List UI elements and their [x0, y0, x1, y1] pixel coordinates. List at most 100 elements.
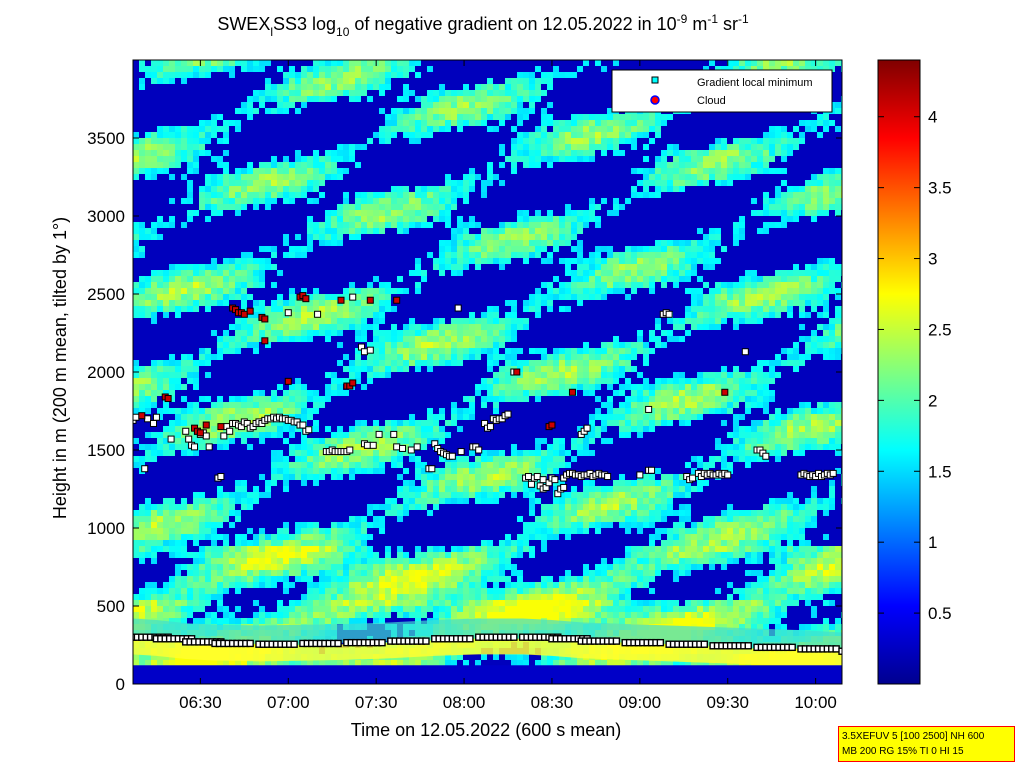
gradient-minimum-marker	[399, 444, 407, 452]
gradient-minimum-marker	[539, 476, 547, 484]
x-tick-label: 09:30	[706, 693, 749, 712]
cloud-marker	[284, 377, 292, 385]
gradient-minimum-marker	[141, 465, 149, 473]
y-tick-label: 2500	[87, 285, 125, 304]
cloud-marker	[240, 310, 248, 318]
y-tick-label: 1500	[87, 441, 125, 460]
gradient-minimum-marker	[645, 405, 653, 413]
legend-cloud-label: Cloud	[697, 95, 726, 107]
gradient-minimum-marker	[363, 441, 371, 449]
colorbar-tick-label: 1.5	[928, 462, 952, 481]
gradient-minimum-marker	[551, 476, 559, 484]
gradient-minimum-marker	[475, 446, 483, 454]
surface-minimum-marker	[832, 645, 840, 653]
info-line-2: MB 200 RG 15% TI 0 HI 15	[842, 746, 964, 757]
cloud-marker	[513, 368, 521, 376]
colorbar-tick-label: 0.5	[928, 604, 952, 623]
gradient-minimum-marker	[724, 471, 732, 479]
gradient-minimum-marker	[366, 346, 374, 354]
x-tick-label: 07:30	[355, 693, 398, 712]
chart-title: SWEXlSS3 log10 of negative gradient on 1…	[217, 12, 749, 39]
y-axis: 0 500 1000 1500 2000 2500 3000 3500	[87, 129, 842, 694]
gradient-minimum-marker	[182, 427, 190, 435]
surface-minimum-marker	[612, 637, 621, 645]
cloud-marker	[337, 296, 345, 304]
surface-minimum-marker	[788, 643, 796, 652]
legend-min-marker	[651, 76, 659, 84]
surface-minimum-marker	[700, 640, 709, 648]
gradient-minimum-marker	[454, 304, 462, 312]
cloud-marker	[261, 337, 269, 345]
gradient-minimum-marker	[375, 430, 383, 438]
colorbar-tick-label: 4	[928, 108, 937, 127]
surface-minimum-marker	[290, 640, 298, 648]
gradient-minimum-marker	[583, 424, 591, 432]
surface-minimum-marker	[422, 637, 430, 645]
x-axis-label: Time on 12.05.2022 (600 s mean)	[351, 720, 622, 740]
cloud-marker	[138, 412, 146, 420]
x-tick-label: 10:00	[794, 693, 837, 712]
gradient-minimum-marker	[390, 430, 398, 438]
gradient-minimum-marker	[360, 348, 368, 356]
gradient-minimum-marker	[144, 415, 152, 423]
gradient-minimum-marker	[217, 473, 225, 481]
gradient-minimum-marker	[648, 466, 656, 474]
y-tick-label: 500	[97, 597, 125, 616]
surface-minimum-marker	[656, 638, 665, 647]
gradient-minimum-marker	[448, 452, 456, 460]
x-axis: 06:30 07:00 07:30 08:00 08:30 09:00 09:30 10:00	[179, 60, 837, 712]
gradient-minimum-marker	[314, 310, 322, 318]
gradient-minimum-marker	[413, 443, 421, 451]
cloud-marker	[196, 429, 204, 437]
gradient-minimum-marker	[191, 443, 199, 451]
surface-minimum-marker	[838, 647, 842, 655]
gradient-minimum-marker	[665, 310, 673, 318]
colorbar-tick-label: 1	[928, 533, 937, 552]
x-tick-label: 09:00	[619, 693, 662, 712]
cloud-marker	[721, 388, 729, 396]
cloud-marker	[568, 388, 576, 396]
gradient-minimum-marker	[689, 474, 697, 482]
gradient-minimum-marker	[504, 410, 512, 418]
x-tick-label: 07:00	[267, 693, 310, 712]
processing-info-box: 3.5XEFUV 5 [100 2500] NH 600 MB 200 RG 1…	[838, 726, 1015, 762]
cloud-marker	[393, 296, 401, 304]
surface-minimum-marker	[378, 638, 386, 647]
x-tick-label: 08:00	[443, 693, 486, 712]
gradient-minimum-marker	[220, 432, 228, 440]
x-tick-label: 08:30	[531, 693, 574, 712]
colorbar-tick-label: 2	[928, 391, 937, 410]
gradient-minimum-marker	[202, 432, 210, 440]
cloud-marker	[302, 295, 310, 303]
gradient-minimum-marker	[829, 469, 837, 477]
cloud-marker	[366, 296, 374, 304]
gradient-minimum-marker	[762, 452, 770, 460]
gradient-minimum-marker	[525, 473, 533, 481]
gradient-minimum-marker	[393, 443, 401, 451]
y-tick-label: 1000	[87, 519, 125, 538]
surface-minimum-marker	[466, 635, 474, 643]
gradient-minimum-marker	[604, 473, 612, 481]
cloud-marker	[246, 307, 254, 315]
gradient-minimum-marker	[299, 421, 307, 429]
legend-cloud-marker	[650, 95, 660, 105]
gradient-minimum-marker	[741, 348, 749, 356]
legend: Gradient local minimum Cloud	[611, 69, 833, 113]
gradient-minimum-marker	[486, 423, 494, 431]
cloud-marker	[349, 379, 357, 387]
gradient-minimum-marker	[152, 413, 160, 421]
gradient-minimum-marker	[305, 426, 313, 434]
gradient-minimum-marker	[150, 419, 158, 427]
colorbar-tick-label: 3	[928, 250, 937, 269]
y-tick-label: 3000	[87, 207, 125, 226]
cloud-marker	[261, 315, 269, 323]
info-line-1: 3.5XEFUV 5 [100 2500] NH 600	[842, 731, 985, 742]
gradient-minimum-marker	[560, 483, 568, 491]
colorbar-tick-label: 2.5	[928, 320, 952, 339]
gradient-minimum-marker	[428, 465, 436, 473]
gradient-minimum-marker	[346, 446, 354, 454]
y-tick-label: 3500	[87, 129, 125, 148]
surface-minimum-marker	[744, 642, 752, 650]
colorbar: 0.5 1 1.5 2 2.5 3 3.5 4	[877, 59, 952, 685]
